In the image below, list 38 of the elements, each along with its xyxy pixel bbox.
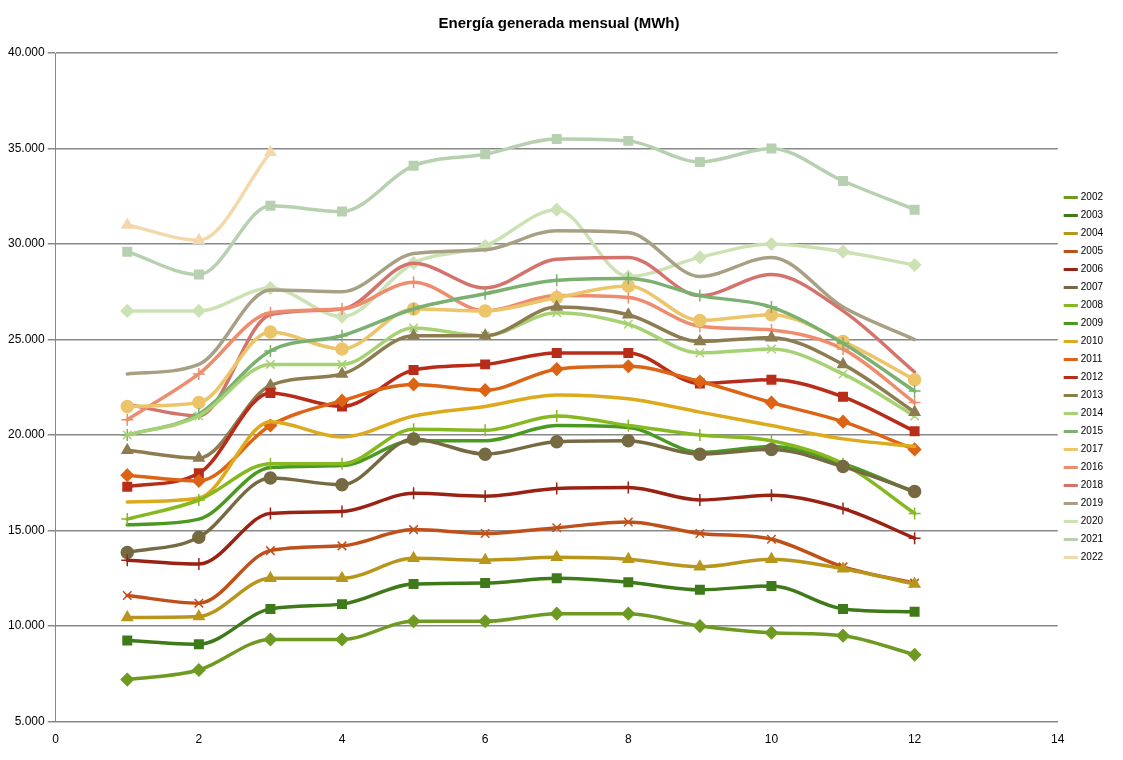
legend-label: 2002	[1080, 191, 1104, 203]
legend-label: 2014	[1080, 407, 1104, 419]
legend-label: 2012	[1080, 371, 1104, 383]
y-tick-label: 20.000	[8, 427, 46, 442]
legend-label: 2007	[1080, 281, 1104, 293]
legend-label: 2018	[1080, 479, 1104, 491]
x-tick-label: 2	[195, 732, 203, 747]
legend-label: 2021	[1080, 533, 1104, 545]
legend-label: 2004	[1080, 227, 1104, 239]
legend-label: 2016	[1080, 461, 1104, 473]
legend-label: 2020	[1080, 515, 1104, 527]
y-tick-label: 30.000	[8, 236, 46, 251]
legend-label: 2019	[1080, 497, 1104, 509]
x-tick-label: 12	[907, 732, 922, 747]
x-tick-label: 8	[624, 732, 632, 747]
x-tick-label: 4	[338, 732, 346, 747]
legend-label: 2015	[1080, 425, 1104, 437]
legend-label: 2011	[1080, 353, 1103, 365]
x-tick-label: 6	[481, 732, 489, 747]
y-tick-label: 15.000	[8, 522, 46, 537]
legend-label: 2008	[1080, 299, 1104, 311]
legend-label: 2009	[1080, 317, 1104, 329]
x-tick-label: 0	[52, 732, 60, 747]
x-tick-label: 10	[764, 732, 779, 747]
chart-title: Energía generada mensual (MWh)	[438, 14, 680, 32]
legend-label: 2006	[1080, 263, 1104, 275]
legend-label: 2003	[1080, 209, 1104, 221]
legend-label: 2005	[1080, 245, 1104, 257]
y-tick-label: 5.000	[14, 713, 46, 728]
y-tick-label: 40.000	[8, 45, 46, 60]
legend-label: 2010	[1080, 335, 1104, 347]
legend-label: 2022	[1080, 551, 1104, 563]
y-tick-label: 25.000	[8, 331, 46, 346]
legend-label: 2013	[1080, 389, 1104, 401]
x-tick-label: 14	[1051, 732, 1065, 747]
legend-label: 2017	[1080, 443, 1104, 455]
y-tick-label: 35.000	[8, 140, 46, 155]
y-tick-label: 10.000	[8, 618, 46, 633]
